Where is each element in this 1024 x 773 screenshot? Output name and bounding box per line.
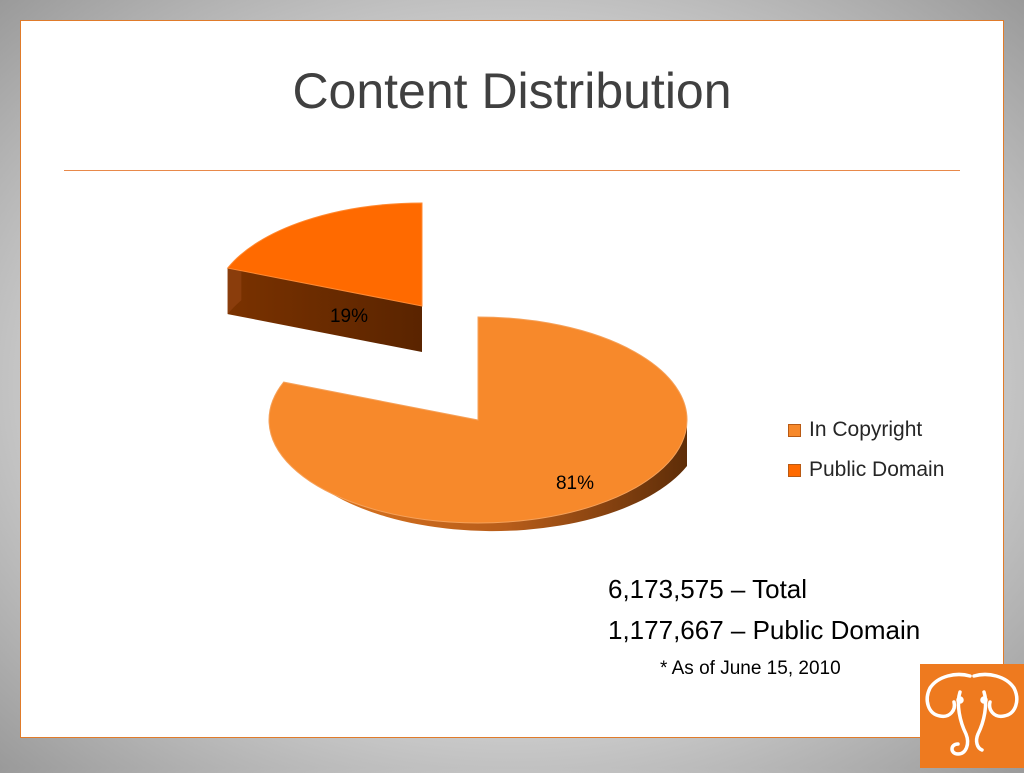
- elephant-logo-icon: [920, 664, 1024, 768]
- slice-in-copyright: [268, 316, 688, 524]
- legend-swatch-in-copyright: [788, 423, 801, 437]
- stats-public-domain: 1,177,667 – Public Domain: [608, 615, 921, 645]
- slice-cut-face-public-domain: [227, 268, 422, 352]
- legend-swatch-public-domain: [788, 463, 801, 477]
- slide-title: Content Distribution: [292, 63, 732, 119]
- slice-public-domain: [226, 202, 423, 307]
- chart-legend: In Copyright Public Domain: [788, 410, 944, 490]
- legend-label-in-copyright: In Copyright: [809, 418, 923, 441]
- stats-block: 6,173,575 – Total 1,177,667 – Public Dom…: [608, 569, 920, 651]
- data-label-in-copyright: 81%: [556, 473, 594, 494]
- legend-item-in-copyright: In Copyright: [788, 410, 944, 450]
- as-of-note: * As of June 15, 2010: [660, 658, 841, 679]
- legend-item-public-domain: Public Domain: [788, 450, 944, 490]
- data-label-public-domain: 19%: [330, 306, 368, 327]
- legend-label-public-domain: Public Domain: [809, 458, 945, 481]
- stats-total: 6,173,575 – Total: [608, 574, 808, 604]
- title-divider: [64, 170, 960, 171]
